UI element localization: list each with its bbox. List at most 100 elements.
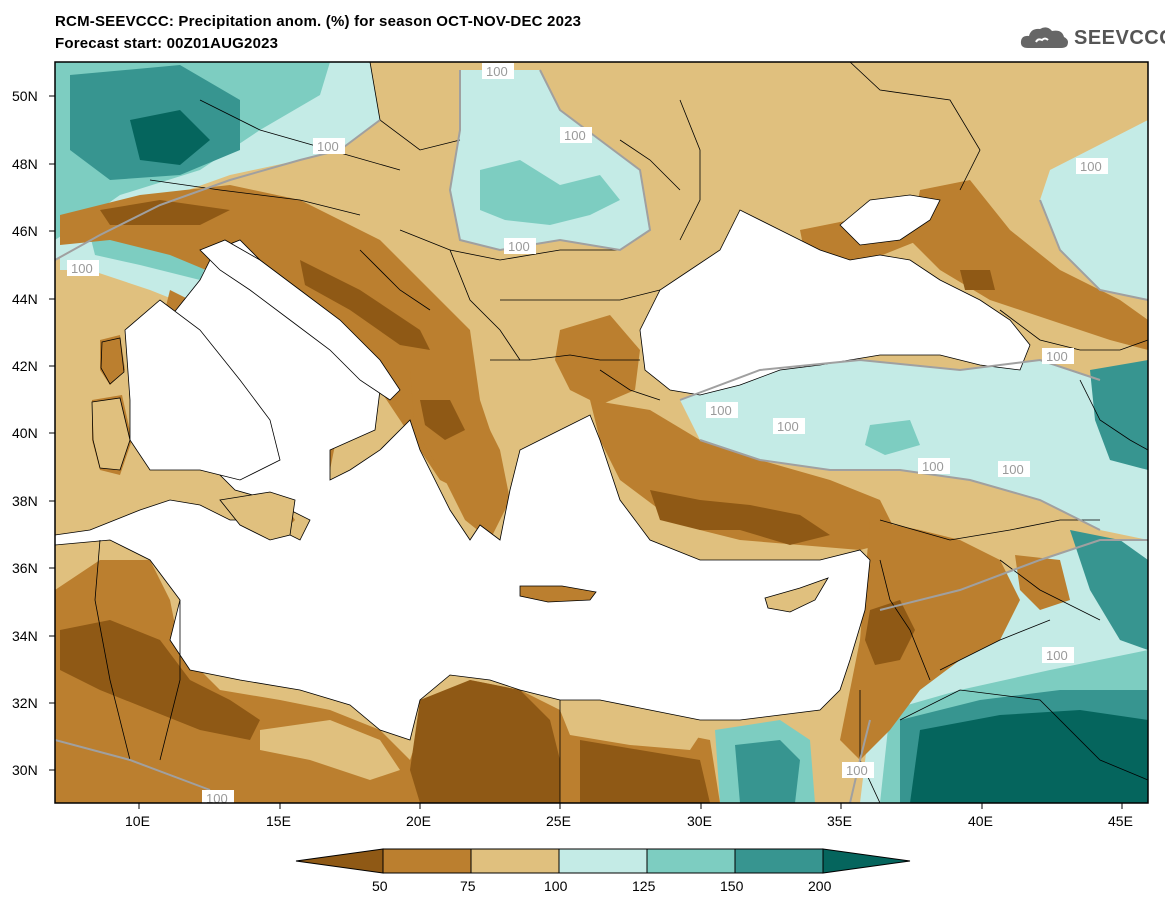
legend-swatch-150-200: [734, 848, 824, 874]
very-wet-region-sinai: [735, 740, 800, 803]
lat-tick: 38N: [12, 493, 38, 509]
lat-tick: 36N: [12, 560, 38, 576]
contour-label-5: 100: [504, 238, 536, 254]
legend-label: 200: [808, 878, 832, 894]
lon-tick: 35E: [827, 813, 852, 829]
svg-text:100: 100: [317, 139, 339, 154]
lon-tick: 30E: [687, 813, 712, 829]
lon-tick: 10E: [125, 813, 150, 829]
svg-text:100: 100: [71, 261, 93, 276]
legend-label: 125: [632, 878, 656, 894]
lat-tick: 44N: [12, 291, 38, 307]
corsica: [100, 337, 125, 385]
country-borders: [94, 62, 1148, 803]
legend-label: 50: [372, 878, 388, 894]
adriatic-sea: [199, 239, 401, 401]
legend-swatch-50-75: [382, 848, 472, 874]
lon-tick: 20E: [406, 813, 431, 829]
lat-tick: 40N: [12, 425, 38, 441]
crete: [519, 585, 597, 603]
lat-tick: 42N: [12, 358, 38, 374]
very-dry-region-libya: [410, 680, 560, 803]
very-wet-region-georgia: [1090, 360, 1148, 470]
normal-region-libya-coast: [260, 720, 400, 780]
extreme-wet-region-iraq: [910, 710, 1148, 803]
legend-swatch-100-125: [558, 848, 648, 874]
legend-swatch-below-50: [295, 848, 384, 874]
wet-region-caucasus: [1040, 120, 1148, 300]
very-dry-region-turkey: [650, 490, 830, 545]
black-sea: [639, 209, 1031, 396]
cloud-icon: [1020, 27, 1068, 48]
contour-label-9: 100: [773, 418, 805, 434]
svg-text:100: 100: [710, 403, 732, 418]
lon-tick: 15E: [266, 813, 291, 829]
legend-swatch-125-150: [646, 848, 736, 874]
normal-region-egypt-coast: [560, 710, 700, 750]
lon-tick: 45E: [1108, 813, 1133, 829]
longitude-axis: 10E 15E 20E 25E 30E 35E 40E 45E: [125, 803, 1133, 829]
extreme-wet-region-germany: [130, 110, 210, 165]
cyprus: [764, 577, 829, 613]
seevccc-logo: SEEVCCC: [1018, 24, 1165, 52]
logo-text: SEEVCCC: [1074, 26, 1165, 49]
dry-region-iraq: [1015, 555, 1070, 610]
wet-region-anatolia: [680, 360, 1148, 540]
wetter-region-carpathians: [480, 160, 620, 225]
sicily: [219, 491, 296, 541]
very-dry-region-greece: [420, 400, 465, 440]
lon-tick: 40E: [968, 813, 993, 829]
lat-tick: 46N: [12, 223, 38, 239]
contour-label-13: 100: [842, 762, 874, 778]
contour-label-6: 100: [67, 260, 99, 276]
very-dry-region-balkans: [300, 260, 430, 350]
latitude-axis: 50N 48N 46N 44N 42N 40N 38N 36N 34N 32N …: [12, 88, 55, 778]
very-dry-region-egypt: [580, 740, 710, 803]
legend-label: 75: [460, 878, 476, 894]
wetter-region-anatolia: [865, 420, 920, 455]
legend-swatch-above-200: [822, 848, 911, 874]
svg-text:100: 100: [1046, 349, 1068, 364]
contour-label-7: 100: [1042, 348, 1074, 364]
svg-text:100: 100: [508, 239, 530, 254]
color-legend: 50 75 100 125 150 200: [295, 848, 911, 894]
contour-label-11: 100: [998, 461, 1030, 477]
sardinia: [91, 397, 131, 471]
svg-text:100: 100: [1002, 462, 1024, 477]
very-dry-region-lebanon: [865, 600, 915, 665]
legend-swatch-75-100: [470, 848, 560, 874]
svg-text:100: 100: [777, 419, 799, 434]
svg-text:100: 100: [206, 791, 228, 806]
very-dry-region-caucasus: [960, 270, 995, 290]
svg-text:100: 100: [1080, 159, 1102, 174]
lat-tick: 32N: [12, 695, 38, 711]
forecast-start-subtitle: Forecast start: 00Z01AUG2023: [55, 35, 279, 52]
svg-text:100: 100: [564, 128, 586, 143]
legend-label: 100: [544, 878, 568, 894]
contour-label-2: 100: [560, 127, 592, 143]
svg-text:100: 100: [922, 459, 944, 474]
lat-tick: 34N: [12, 628, 38, 644]
contour-label-14: 100: [202, 790, 234, 806]
lat-tick: 50N: [12, 88, 38, 104]
lat-tick: 48N: [12, 156, 38, 172]
dry-region-alps-italy: [60, 185, 500, 500]
svg-text:100: 100: [846, 763, 868, 778]
contour-label-1: 100: [482, 63, 514, 79]
map-plot-area: 100 100 100 100 100 100 100 100: [55, 62, 1148, 806]
contour-label-3: 100: [313, 138, 345, 154]
contour-label-12: 100: [1042, 647, 1074, 663]
dry-region-east-black-sea: [910, 180, 1148, 350]
lat-tick: 30N: [12, 762, 38, 778]
contour-label-4: 100: [1076, 158, 1108, 174]
map-title: RCM-SEEVCCC: Precipitation anom. (%) for…: [55, 13, 582, 30]
very-dry-region-tunisia: [60, 620, 260, 740]
very-wet-region-iran: [1070, 530, 1148, 650]
contour-label-10: 100: [918, 458, 950, 474]
svg-text:100: 100: [486, 64, 508, 79]
tyrrhenian-sea: [124, 299, 281, 481]
contour-label-8: 100: [706, 402, 738, 418]
legend-label: 150: [720, 878, 744, 894]
sea-of-azov: [839, 194, 941, 246]
lon-tick: 25E: [546, 813, 571, 829]
